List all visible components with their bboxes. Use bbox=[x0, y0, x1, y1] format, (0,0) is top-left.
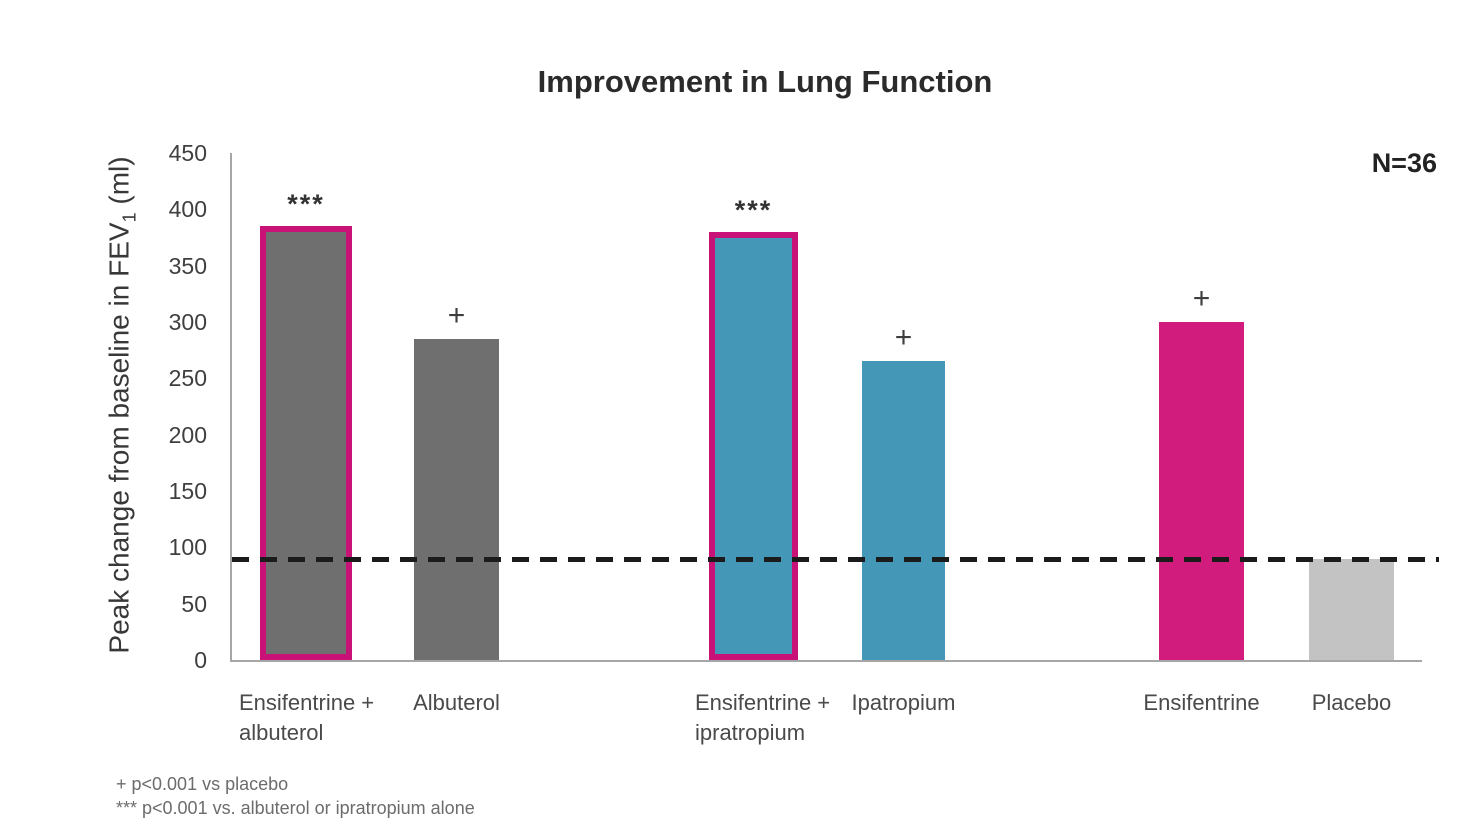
bar-ensifentrine bbox=[1159, 322, 1244, 660]
y-tick-350: 350 bbox=[168, 252, 207, 279]
chart-title: Improvement in Lung Function bbox=[537, 64, 993, 99]
significance-stars-ensifentrine-albuterol: *** bbox=[287, 189, 325, 220]
footnote-plus: + p<0.001 vs placebo bbox=[116, 774, 289, 794]
x-label-line2: albuterol bbox=[239, 720, 324, 745]
x-label-line1: Ensifentrine + bbox=[695, 690, 831, 715]
x-label-ensifentrine-ipratropium: Ensifentrine + ipratropium bbox=[695, 688, 830, 748]
significance-plus-ensifentrine: + bbox=[1192, 282, 1211, 315]
bar-placebo bbox=[1309, 558, 1394, 660]
y-tick-300: 300 bbox=[168, 309, 207, 335]
bar-ensifentrine-ipratropium bbox=[709, 231, 798, 660]
y-tick-100: 100 bbox=[168, 534, 207, 561]
x-label-ensifentrine-albuterol: Ensifentrine + albuterol bbox=[239, 688, 374, 748]
x-label-placebo: Placebo bbox=[1311, 690, 1392, 715]
y-axis-title: Peak change from baseline in FEV1 (ml) bbox=[104, 156, 141, 653]
significance-plus-albuterol: + bbox=[447, 298, 466, 332]
y-axis-title-text: Peak change from baseline in FEV bbox=[103, 222, 135, 654]
plot-area: 450 400 350 300 250 200 150 100 50 0 *** Ensifentri… bbox=[169, 140, 1439, 745]
y-tick-400: 400 bbox=[168, 196, 207, 223]
significance-stars-ensifentrine-ipratropium: *** bbox=[734, 194, 773, 225]
footnote-stars: *** p<0.001 vs. albuterol or ipratropium… bbox=[116, 798, 475, 818]
x-label-albuterol: Albuterol bbox=[413, 690, 500, 715]
y-tick-200: 200 bbox=[168, 421, 207, 448]
y-tick-450: 450 bbox=[168, 140, 207, 166]
x-label-ensifentrine: Ensifentrine bbox=[1143, 690, 1260, 715]
x-label-ipatropium: Ipatropium bbox=[851, 690, 956, 715]
y-tick-0: 0 bbox=[194, 647, 207, 673]
x-label-line2: ipratropium bbox=[695, 720, 806, 745]
y-axis-title-unit: (ml) bbox=[103, 156, 135, 213]
footnotes: + p<0.001 vs placebo *** p<0.001 vs. alb… bbox=[116, 772, 475, 820]
bar-ipatropium bbox=[862, 361, 945, 660]
bar-ensifentrine-albuterol bbox=[260, 226, 352, 660]
x-label-line1: Ensifentrine + bbox=[239, 690, 375, 715]
sample-size-label: N=36 bbox=[1371, 148, 1437, 178]
y-tick-150: 150 bbox=[168, 478, 207, 504]
placebo-reference-dashed-line bbox=[232, 556, 1439, 562]
significance-plus-ipatropium: + bbox=[894, 321, 913, 355]
y-tick-250: 250 bbox=[168, 365, 207, 392]
bar-albuterol bbox=[414, 338, 499, 660]
y-tick-50: 50 bbox=[181, 590, 207, 617]
